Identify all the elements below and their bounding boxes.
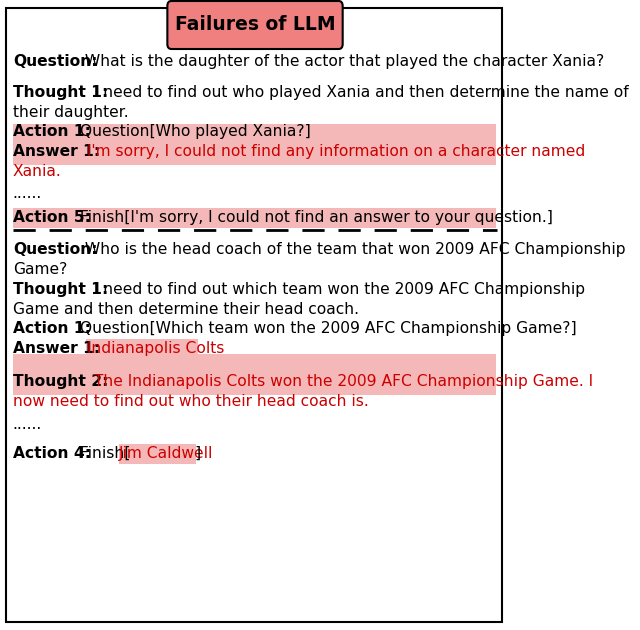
Text: ......: ...... <box>13 186 42 201</box>
Text: Question:: Question: <box>13 54 97 69</box>
FancyBboxPatch shape <box>86 339 198 358</box>
Text: now need to find out who their head coach is.: now need to find out who their head coac… <box>13 394 369 408</box>
Text: ......: ...... <box>13 417 42 432</box>
Text: Finish[: Finish[ <box>75 446 131 461</box>
FancyBboxPatch shape <box>13 123 496 164</box>
Text: I'm sorry, I could not find any information on a character named: I'm sorry, I could not find any informat… <box>82 144 586 159</box>
Text: Answer 1:: Answer 1: <box>13 144 100 159</box>
Text: The Indianapolis Colts won the 2009 AFC Championship Game. I: The Indianapolis Colts won the 2009 AFC … <box>89 374 593 389</box>
Text: Finish[I'm sorry, I could not find an answer to your question.]: Finish[I'm sorry, I could not find an an… <box>75 210 553 225</box>
Text: Xania.: Xania. <box>13 164 61 178</box>
Text: their daughter.: their daughter. <box>13 105 129 120</box>
Text: I need to find out who played Xania and then determine the name of: I need to find out who played Xania and … <box>89 85 628 100</box>
FancyBboxPatch shape <box>167 1 342 49</box>
Text: Action 1:: Action 1: <box>13 321 91 336</box>
Text: Failures of LLM: Failures of LLM <box>175 16 335 35</box>
Text: Thought 1:: Thought 1: <box>13 85 108 100</box>
Text: Question:: Question: <box>13 242 97 257</box>
Text: Indianapolis Colts: Indianapolis Colts <box>82 341 225 356</box>
Text: Answer 1:: Answer 1: <box>13 341 100 356</box>
FancyBboxPatch shape <box>175 5 335 11</box>
Text: Question[Which team won the 2009 AFC Championship Game?]: Question[Which team won the 2009 AFC Cha… <box>75 321 577 336</box>
Text: Game and then determine their head coach.: Game and then determine their head coach… <box>13 302 359 316</box>
Text: Action 1:: Action 1: <box>13 124 91 139</box>
Text: Action 4:: Action 4: <box>13 446 91 461</box>
Text: Thought 1:: Thought 1: <box>13 282 108 297</box>
FancyBboxPatch shape <box>13 353 496 394</box>
FancyBboxPatch shape <box>13 208 496 227</box>
Text: Who is the head coach of the team that won 2009 AFC Championship: Who is the head coach of the team that w… <box>80 242 626 257</box>
Text: ]: ] <box>195 446 200 461</box>
FancyBboxPatch shape <box>119 444 196 464</box>
Text: Jim Caldwell: Jim Caldwell <box>119 446 213 461</box>
Text: Thought 2:: Thought 2: <box>13 374 108 389</box>
Text: Action 5:: Action 5: <box>13 210 91 225</box>
Text: I need to find out which team won the 2009 AFC Championship: I need to find out which team won the 20… <box>89 282 585 297</box>
Text: What is the daughter of the actor that played the character Xania?: What is the daughter of the actor that p… <box>80 54 604 69</box>
Text: Question[Who played Xania?]: Question[Who played Xania?] <box>75 124 310 139</box>
Text: Game?: Game? <box>13 261 67 277</box>
FancyBboxPatch shape <box>6 8 502 622</box>
